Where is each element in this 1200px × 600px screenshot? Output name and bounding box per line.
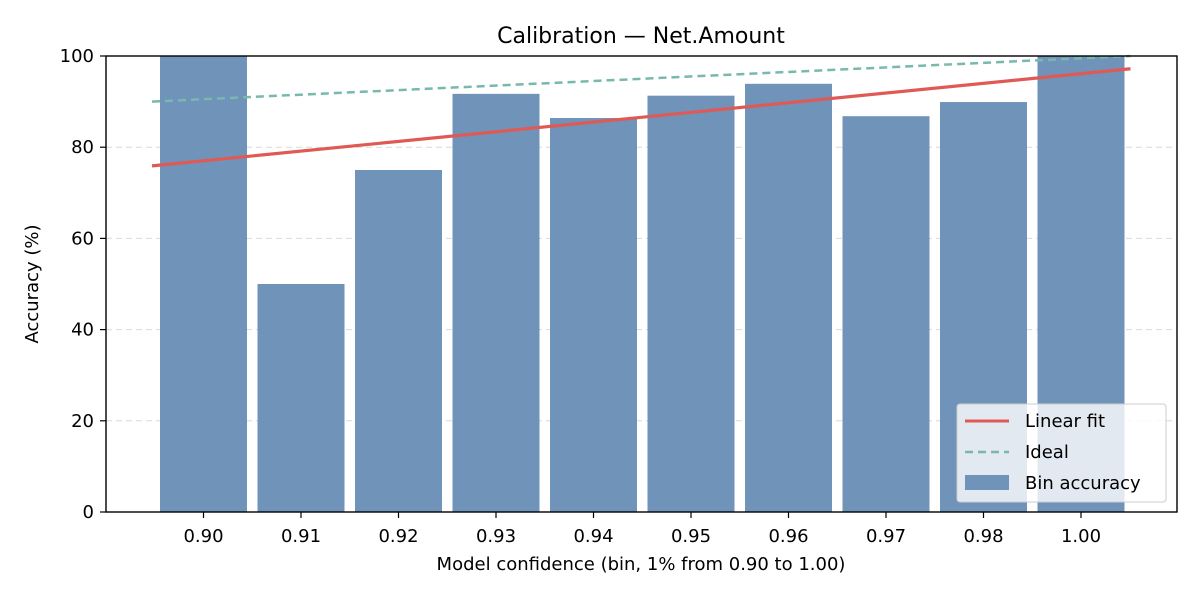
y-axis: 0 20 40 60 80 100 <box>60 46 106 523</box>
lines <box>151 54 1131 168</box>
x-tick-label: 0.97 <box>866 526 906 547</box>
y-tick-label: 40 <box>71 320 94 341</box>
x-tick-label: 0.90 <box>183 526 223 547</box>
bar-0.91 <box>257 284 345 512</box>
legend-bar-swatch <box>965 475 1009 490</box>
y-tick-label: 20 <box>71 411 94 432</box>
x-tick-label: 0.98 <box>963 526 1003 547</box>
x-tick-label: 0.92 <box>378 526 418 547</box>
y-tick-label: 80 <box>71 137 94 158</box>
y-tick-label: 0 <box>83 502 94 523</box>
bar-0.96 <box>745 83 832 512</box>
x-tick-label: 0.93 <box>476 526 516 547</box>
x-axis-label: Model confidence (bin, 1% from 0.90 to 1… <box>437 554 846 575</box>
y-axis-label: Accuracy (%) <box>22 224 43 343</box>
x-tick-label: 0.96 <box>768 526 808 547</box>
bar-0.92 <box>355 170 442 512</box>
x-tick-label: 0.95 <box>671 526 711 547</box>
ideal-line <box>151 54 1131 103</box>
y-tick-label: 100 <box>60 46 94 67</box>
legend-fit-label: Linear fit <box>1025 411 1105 432</box>
legend-ideal-label: Ideal <box>1025 442 1069 463</box>
legend-bar-label: Bin accuracy <box>1025 473 1141 494</box>
bar-0.97 <box>842 116 930 512</box>
x-tick-label: 1.00 <box>1061 526 1101 547</box>
x-axis: 0.90 0.91 0.92 0.93 0.94 0.95 0.96 0.97 0.98 1.00 <box>183 512 1101 547</box>
legend: Linear fit Ideal Bin accuracy <box>956 403 1167 503</box>
bar-0.93 <box>452 93 540 513</box>
legend-box <box>956 403 1167 503</box>
bar-0.90 <box>160 56 247 512</box>
x-tick-label: 0.91 <box>281 526 321 547</box>
chart-title: Calibration — Net.Amount <box>497 24 785 49</box>
bar-0.95 <box>647 95 735 512</box>
bar-0.94 <box>550 118 637 513</box>
y-tick-label: 60 <box>71 228 94 249</box>
linear-fit-line <box>151 67 1131 168</box>
plot-frame <box>105 55 1178 513</box>
x-tick-label: 0.94 <box>573 526 613 547</box>
